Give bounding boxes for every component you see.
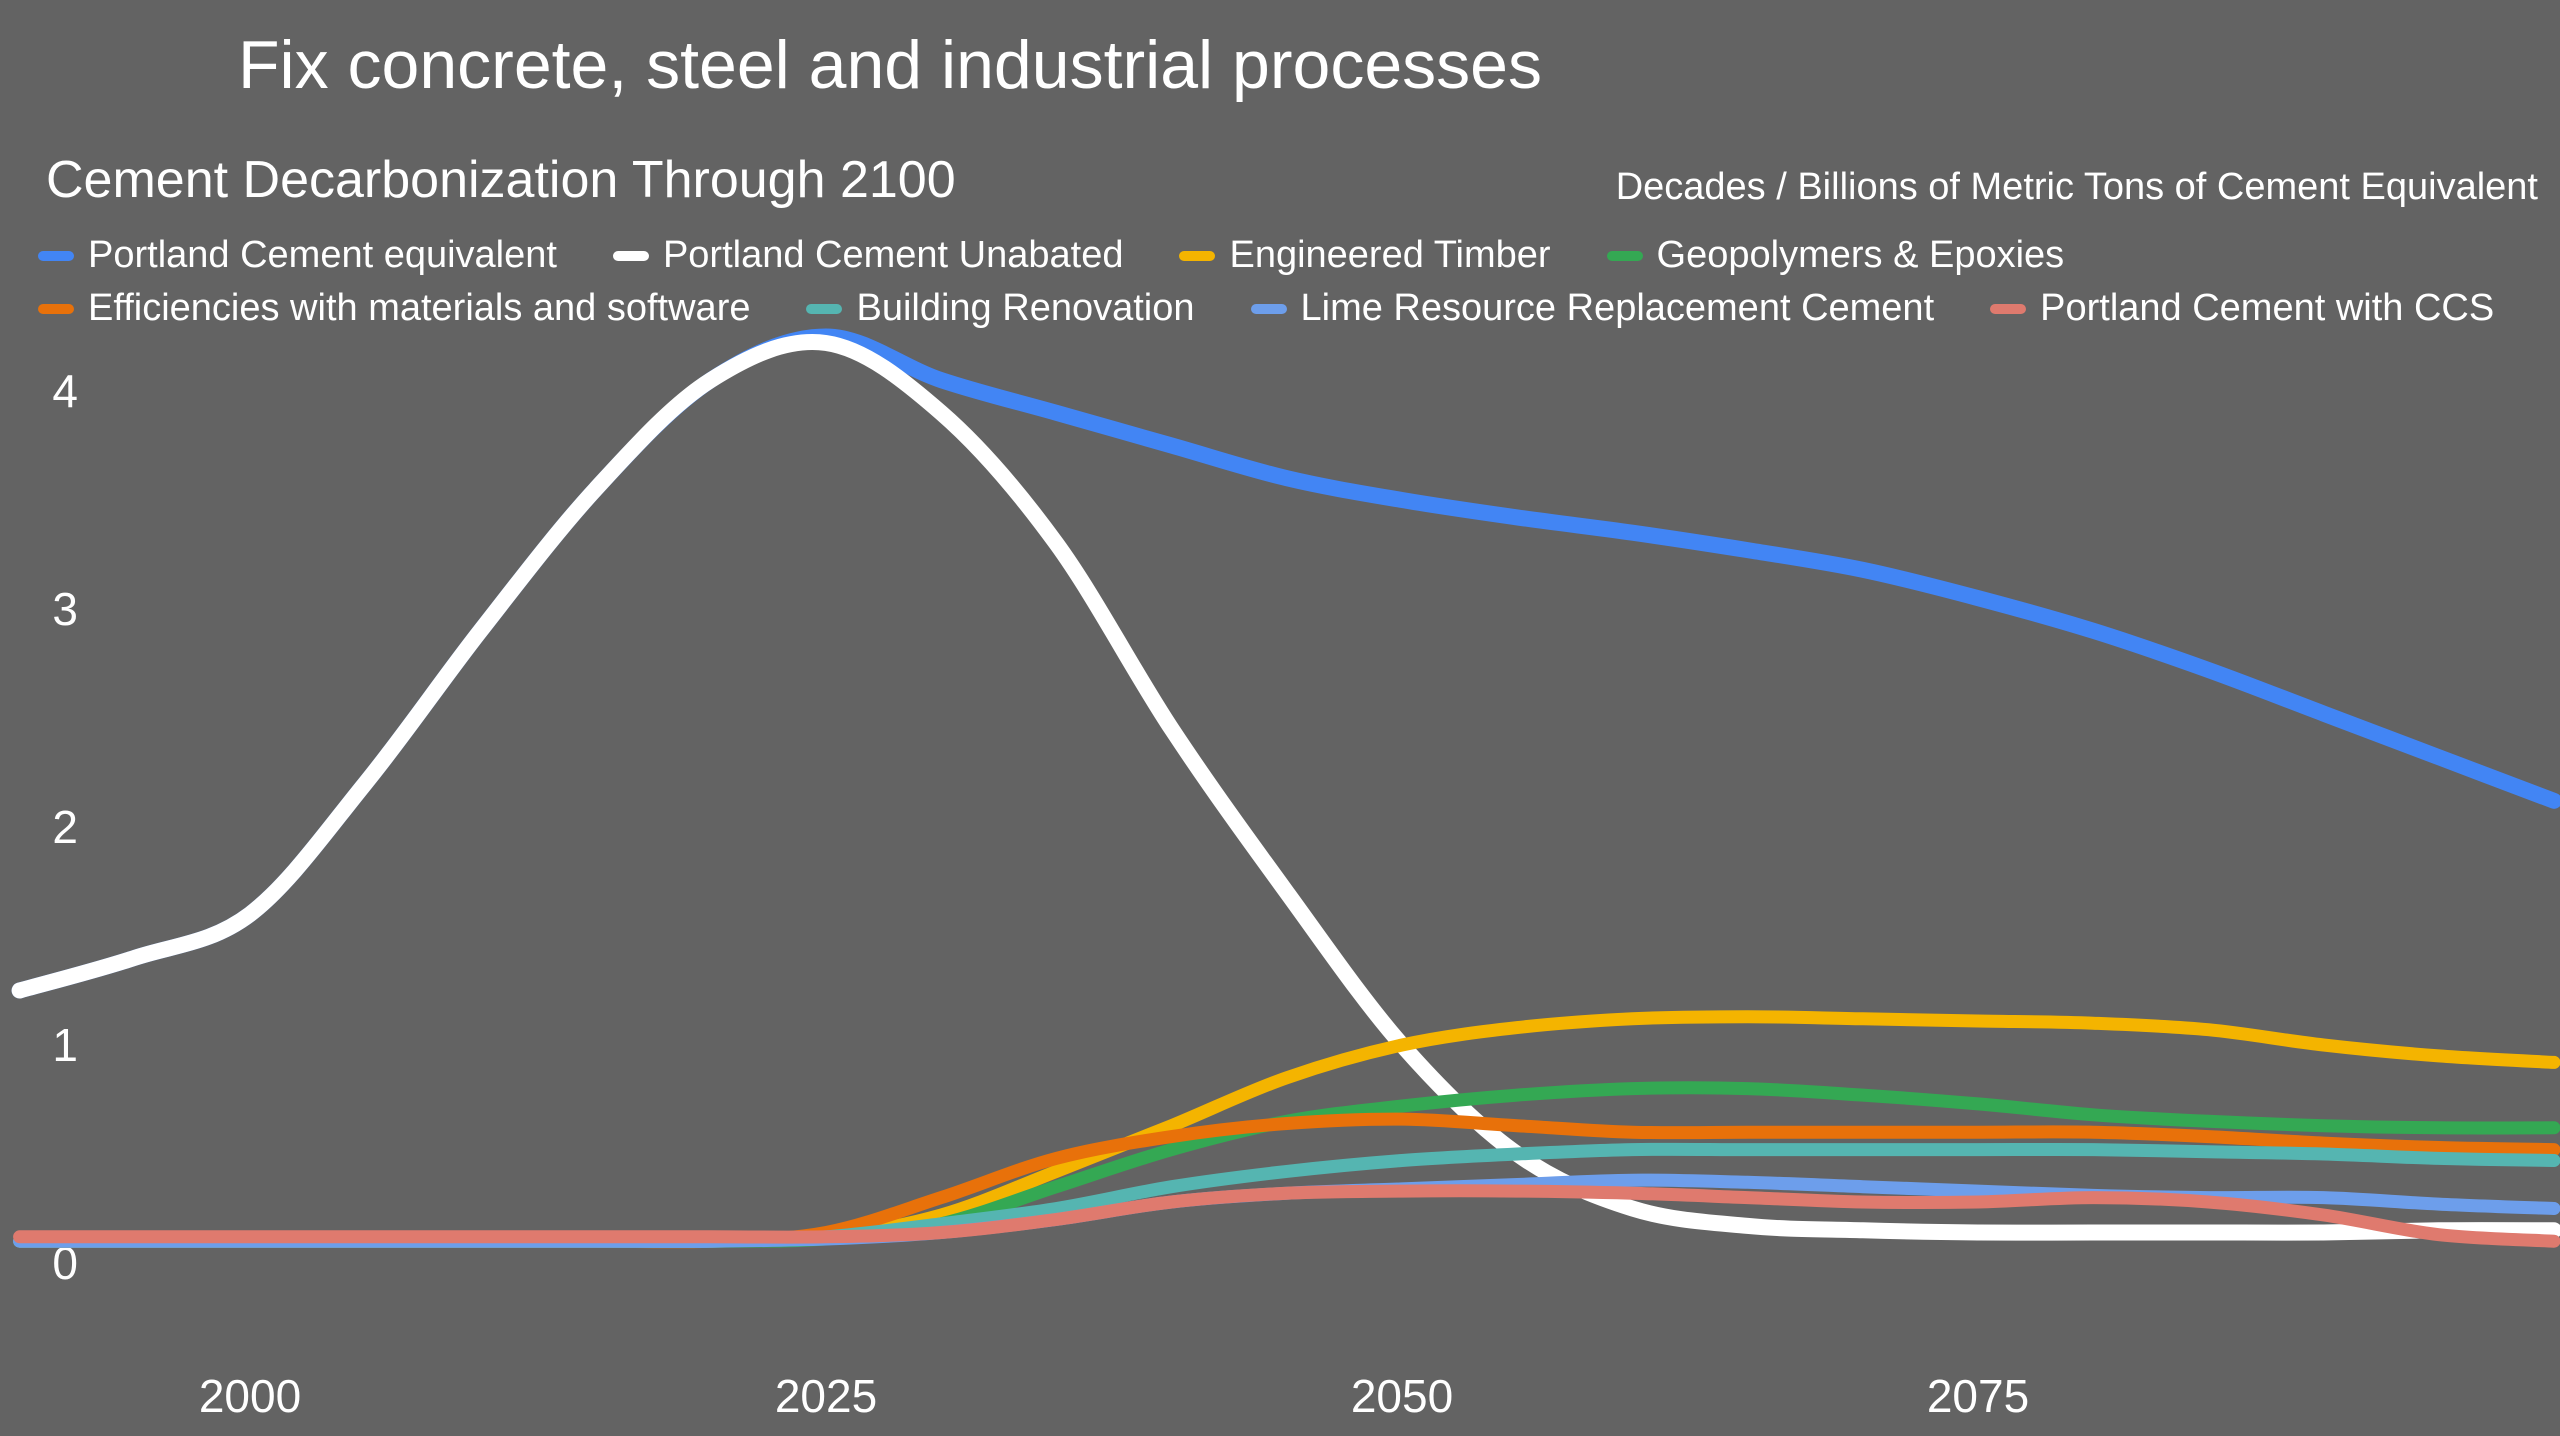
legend-item-portland-cement-unabated: Portland Cement Unabated: [612, 234, 1124, 277]
legend-item-lime-resource-replacement-cement: Lime Resource Replacement Cement: [1250, 287, 1935, 330]
legend-label: Portland Cement with CCS: [2040, 287, 2495, 329]
y-axis-tick-3: 3: [52, 583, 78, 635]
slide-title: Fix concrete, steel and industrial proce…: [238, 27, 1542, 103]
x-axis-tick-2025: 2025: [775, 1370, 877, 1422]
y-axis-tick-2: 2: [52, 801, 78, 853]
series-line-portland-cement-unabated: [11, 334, 2560, 1241]
legend-swatch-geopolymers-epoxies: [1606, 250, 1643, 261]
legend-label: Portland Cement equivalent: [88, 234, 557, 276]
x-axis-tick-2050: 2050: [1351, 1370, 1453, 1422]
chart-units-label: Decades / Billions of Metric Tons of Cem…: [1615, 166, 2538, 208]
chart-title: Cement Decarbonization Through 2100: [46, 151, 956, 209]
legend-label: Efficiencies with materials and software: [88, 287, 751, 329]
legend-swatch-efficiencies-with-materials-and-software: [38, 303, 74, 314]
chart-legend: Portland Cement equivalent Portland Cemen…: [38, 234, 2494, 330]
x-axis-tick-2000: 2000: [199, 1370, 301, 1422]
legend-swatch-portland-cement-unabated: [612, 250, 649, 261]
legend-row-1: Portland Cement equivalent Portland Cemen…: [38, 234, 2494, 277]
legend-swatch-portland-cement-with-ccs: [1990, 303, 2027, 314]
legend-label: Lime Resource Replacement Cement: [1300, 287, 1935, 329]
legend-item-portland-cement-equivalent: Portland Cement equivalent: [38, 234, 557, 277]
legend-label: Engineered Timber: [1229, 234, 1551, 276]
legend-item-geopolymers-epoxies: Geopolymers & Epoxies: [1606, 234, 2065, 277]
legend-item-efficiencies-with-materials-and-software: Efficiencies with materials and software: [38, 287, 750, 330]
legend-swatch-lime-resource-replacement-cement: [1250, 303, 1287, 314]
legend-item-engineered-timber: Engineered Timber: [1179, 234, 1551, 277]
legend-item-portland-cement-with-ccs: Portland Cement with CCS: [1990, 287, 2494, 330]
x-axis-tick-2075: 2075: [1927, 1370, 2029, 1422]
legend-swatch-engineered-timber: [1179, 250, 1216, 261]
series-line-portland-cement-with-ccs: [13, 1184, 2560, 1248]
legend-item-building-renovation: Building Renovation: [806, 287, 1195, 330]
legend-label: Portland Cement Unabated: [662, 234, 1124, 276]
legend-swatch-portland-cement-equivalent: [38, 250, 74, 261]
legend-label: Geopolymers & Epoxies: [1656, 234, 2065, 276]
legend-label: Building Renovation: [856, 287, 1195, 329]
y-axis-tick-1: 1: [52, 1019, 78, 1071]
legend-swatch-building-renovation: [806, 303, 843, 314]
series-line-efficiencies-with-materials-and-software: [13, 1112, 2560, 1249]
y-axis-tick-4: 4: [52, 365, 78, 417]
series-line-geopolymers-epoxies: [13, 1081, 2560, 1248]
legend-row-2: Efficiencies with materials and software…: [38, 287, 2494, 330]
